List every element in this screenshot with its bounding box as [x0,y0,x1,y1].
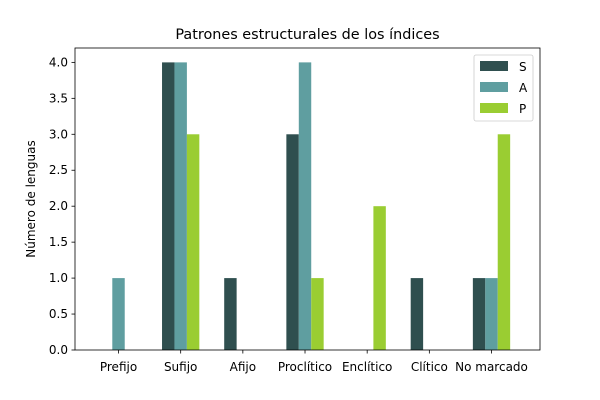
x-tick-label: Afijo [230,360,256,374]
x-tick-label: Clítico [411,360,448,374]
bar-S-sufijo [162,62,175,350]
legend-label-A: A [519,81,528,95]
bar-P-proclítico [311,278,324,350]
bar-A-sufijo [174,62,187,350]
legend: SAP [473,54,534,122]
bar-A-no-marcado [485,278,498,350]
y-axis-label: Número de lenguas [24,140,38,257]
y-tick-label: 2.0 [49,199,68,213]
bar-P-no-marcado [497,134,511,350]
plot-frame [74,47,541,351]
bars-layer [112,62,511,350]
chart-title: Patrones estructurales de los índices [175,27,439,43]
bar-S-afijo [224,278,237,350]
y-tick-label: 1.5 [49,235,68,249]
bar-S-no-marcado [472,278,486,350]
y-tick-label: 3.0 [49,127,68,141]
y-tick-label: 1.0 [49,271,68,285]
y-tick-label: 0.5 [49,307,68,321]
y-tick-label: 0.0 [49,343,68,357]
x-tick-label: Enclítico [342,360,392,374]
bar-S-proclítico [286,134,299,350]
bar-A-prefijo [112,278,125,350]
bar-A-proclítico [298,62,312,350]
x-tick-label: Prefijo [100,360,137,374]
legend-swatch-P [480,103,508,113]
x-tick-label: Proclítico [278,360,332,374]
bar-P-sufijo [186,134,200,350]
axes-layer: 0.0 0.5 1.0 1.5 2.0 2.5 3.0 3.5 4.0 Prefijo Sufijo… [49,47,541,374]
legend-swatch-S [480,61,508,71]
legend-label-S: S [519,60,527,74]
y-tick-label: 2.5 [49,163,68,177]
legend-label-P: P [519,102,526,116]
x-tick-label: Sufijo [164,360,197,374]
legend-swatch-A [480,82,508,92]
y-tick-label: 4.0 [49,55,68,69]
y-tick-label: 3.5 [49,91,68,105]
bar-P-enclítico [373,206,386,350]
x-tick-label: No marcado [455,360,528,374]
bar-S-clítico [410,278,424,350]
